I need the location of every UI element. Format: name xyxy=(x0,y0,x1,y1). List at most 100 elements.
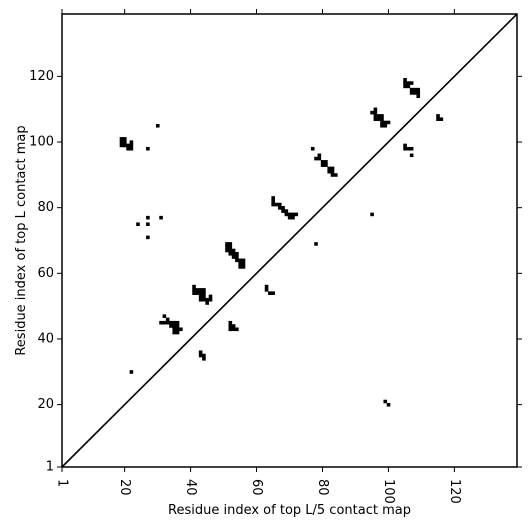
contact-cell xyxy=(238,261,242,266)
y-tick-label: 20 xyxy=(37,397,54,412)
contact-cell xyxy=(403,78,407,82)
contact-cell xyxy=(202,357,206,361)
contact-cell xyxy=(129,370,134,374)
plot-frame xyxy=(61,13,518,468)
contact-cell xyxy=(409,146,414,151)
contact-cell xyxy=(175,330,180,335)
contact-cell xyxy=(324,160,328,164)
contact-cell xyxy=(235,255,239,259)
contact-cell xyxy=(281,209,285,213)
contact-cell xyxy=(129,143,134,148)
contact-cell xyxy=(175,327,180,332)
contact-cell xyxy=(373,107,378,112)
contact-cell xyxy=(416,94,421,98)
contact-cell xyxy=(436,117,440,121)
contact-cell xyxy=(195,288,200,292)
contact-cell xyxy=(380,120,384,125)
contact-cell xyxy=(123,143,127,148)
contact-cell xyxy=(284,212,289,217)
contact-cells xyxy=(119,78,444,407)
contact-cell xyxy=(324,163,328,167)
contact-cell xyxy=(413,91,417,95)
contact-cell xyxy=(373,117,378,121)
contact-cell xyxy=(238,258,242,263)
contact-cell xyxy=(330,173,335,177)
contact-cell xyxy=(119,140,124,144)
contact-cell xyxy=(380,114,384,118)
contact-cell xyxy=(409,153,414,158)
contact-cell xyxy=(241,265,246,269)
contact-cell xyxy=(373,114,378,118)
y-tick-label: 40 xyxy=(37,331,54,346)
contact-cell xyxy=(208,297,213,302)
contact-cell xyxy=(386,402,391,407)
contact-cell xyxy=(231,327,236,332)
contact-cell xyxy=(383,399,388,404)
contact-cell xyxy=(205,301,210,305)
contact-cell xyxy=(271,199,275,204)
contact-cell xyxy=(202,297,206,302)
contact-cell xyxy=(205,297,210,302)
contact-cell xyxy=(198,297,203,302)
contact-cell xyxy=(198,291,203,295)
contact-cell xyxy=(327,166,332,171)
contact-cell xyxy=(334,173,338,177)
contact-cell xyxy=(146,222,150,227)
contact-cell xyxy=(380,123,384,128)
contact-cell xyxy=(416,91,421,95)
contact-cell xyxy=(235,327,239,332)
contact-cell xyxy=(129,146,134,151)
contact-cell xyxy=(155,123,160,128)
contact-cell xyxy=(317,156,322,161)
x-axis-ticks: 1 20 40 60 80 100 120 xyxy=(55,9,462,504)
contact-cell xyxy=(274,202,279,207)
contact-cell xyxy=(172,330,177,335)
contact-cell xyxy=(281,206,285,210)
contact-cell xyxy=(169,320,173,325)
contact-cell xyxy=(416,87,421,92)
x-tick-label: 120 xyxy=(447,479,462,504)
contact-cell xyxy=(287,212,292,217)
contact-cell xyxy=(403,81,407,85)
contact-cell xyxy=(238,265,242,269)
contact-cell xyxy=(162,320,167,325)
contact-cell xyxy=(271,291,275,295)
contact-cell xyxy=(330,169,335,174)
contact-cell xyxy=(383,120,388,125)
contact-cell xyxy=(159,215,163,220)
contact-cell xyxy=(264,284,269,289)
contact-cell xyxy=(202,353,206,358)
contact-cell xyxy=(406,84,411,89)
contact-cell xyxy=(231,251,236,256)
contact-cell xyxy=(129,140,134,144)
contact-cell xyxy=(231,324,236,328)
contact-cell xyxy=(409,91,414,95)
contact-cell xyxy=(198,288,203,292)
contact-cell xyxy=(241,258,246,263)
contact-cell xyxy=(119,137,124,141)
contact-cell xyxy=(123,137,127,141)
contact-cell xyxy=(406,81,411,85)
contact-cell xyxy=(403,146,407,151)
contact-cell xyxy=(277,206,282,210)
contact-cell xyxy=(228,245,233,249)
contact-cell xyxy=(284,209,289,213)
contact-cell xyxy=(413,87,417,92)
contact-cell xyxy=(202,288,206,292)
contact-cell xyxy=(228,320,233,325)
contact-cell xyxy=(228,324,233,328)
contact-cell xyxy=(165,320,170,325)
y-tick-label: 120 xyxy=(29,69,54,84)
contact-cell xyxy=(403,143,407,148)
contact-cell xyxy=(291,215,295,220)
contact-cell xyxy=(271,196,275,200)
contact-cell xyxy=(376,117,381,121)
contact-cell xyxy=(208,294,213,299)
contact-cell xyxy=(241,261,246,266)
y-tick-label: 60 xyxy=(37,266,54,281)
y-tick-label: 80 xyxy=(37,200,54,215)
contact-cell xyxy=(406,146,411,151)
contact-cell xyxy=(373,110,378,115)
contact-cell xyxy=(317,153,322,158)
contact-cell xyxy=(228,242,233,246)
